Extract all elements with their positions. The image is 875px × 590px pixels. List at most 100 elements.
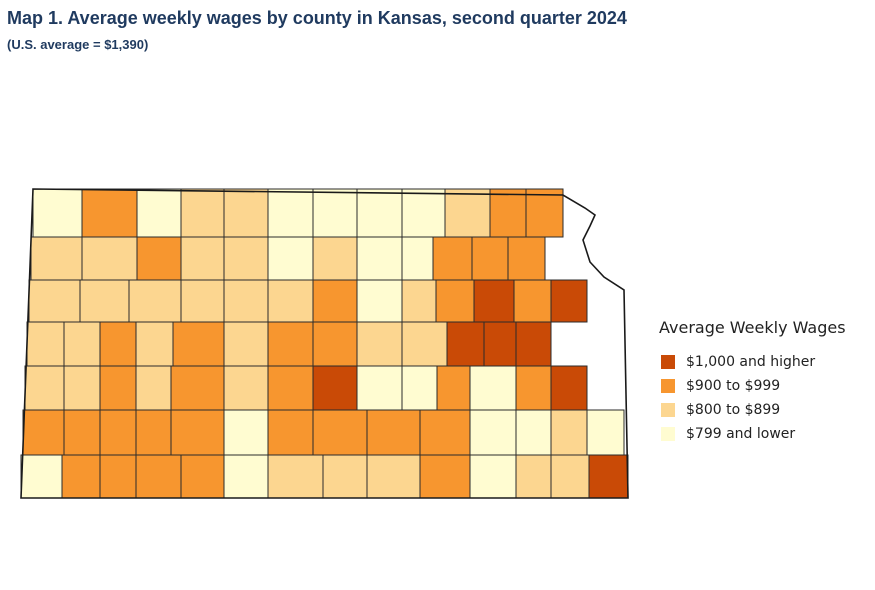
county-mid	[99, 454, 137, 499]
county-low	[79, 279, 130, 323]
county-low	[515, 454, 552, 499]
county-low	[550, 454, 590, 499]
county-lowest	[469, 409, 517, 456]
county-high	[515, 321, 552, 367]
county-mid	[312, 321, 358, 367]
county-low	[366, 454, 421, 499]
legend-label-mid: $900 to $999	[686, 378, 781, 394]
county-mid	[435, 279, 475, 323]
county-mid	[515, 365, 552, 411]
legend-label-high: $1,000 and higher	[686, 354, 816, 370]
legend-label-low: $800 to $899	[686, 402, 781, 418]
county-lowest	[401, 188, 446, 238]
county-high	[446, 321, 485, 367]
county-low	[223, 365, 269, 411]
county-lowest	[356, 365, 403, 411]
county-mid	[525, 188, 564, 238]
county-mid	[432, 236, 473, 281]
legend-item-high: $1,000 and higher	[659, 350, 846, 374]
county-mid	[513, 279, 552, 323]
county-low	[223, 236, 269, 281]
county-lowest	[586, 409, 625, 456]
county-low	[444, 188, 491, 238]
county-mid	[99, 321, 137, 367]
county-mid	[61, 454, 101, 499]
county-mid	[312, 409, 368, 456]
county-low	[223, 321, 269, 367]
county-low	[267, 454, 324, 499]
map-subtitle: (U.S. average = $1,390)	[7, 37, 149, 52]
county-low	[135, 365, 172, 411]
county-lowest	[223, 454, 269, 499]
county-lowest	[223, 409, 269, 456]
county-low	[267, 279, 314, 323]
county-mid	[172, 321, 225, 367]
county-low	[322, 454, 368, 499]
county-lowest	[469, 365, 517, 411]
county-mid	[170, 365, 225, 411]
county-low	[28, 279, 81, 323]
county-low	[401, 321, 448, 367]
county-mid	[99, 365, 137, 411]
county-mid	[170, 409, 225, 456]
legend-item-mid: $900 to $999	[659, 374, 846, 398]
county-lowest	[356, 279, 403, 323]
county-mid	[419, 409, 471, 456]
county-low	[356, 321, 403, 367]
county-lowest	[356, 236, 403, 281]
county-mid	[136, 236, 182, 281]
county-mid	[419, 454, 471, 499]
legend-swatch-low	[661, 403, 675, 417]
county-low	[24, 365, 65, 411]
county-mid	[135, 409, 172, 456]
county-lowest	[267, 188, 314, 238]
legend-swatch-lowest	[661, 427, 675, 441]
county-mid	[471, 236, 509, 281]
county-lowest	[401, 365, 438, 411]
county-mid	[99, 409, 137, 456]
county-lowest	[312, 188, 358, 238]
county-low	[223, 279, 269, 323]
county-lowest	[20, 454, 63, 499]
county-low	[128, 279, 182, 323]
county-high	[312, 365, 358, 411]
legend-item-low: $800 to $899	[659, 398, 846, 422]
county-mid	[267, 321, 314, 367]
county-mid	[22, 409, 65, 456]
county-low	[30, 236, 83, 281]
county-high	[550, 365, 588, 411]
legend: Average Weekly Wages $1,000 and higher $…	[659, 318, 846, 446]
legend-label-lowest: $799 and lower	[686, 426, 796, 442]
county-mid	[180, 454, 225, 499]
county-mid	[366, 409, 421, 456]
county-mid	[436, 365, 471, 411]
county-high	[588, 454, 629, 499]
county-high	[473, 279, 515, 323]
county-low	[63, 321, 101, 367]
legend-swatch-high	[661, 355, 675, 369]
county-mid	[81, 188, 138, 238]
county-low	[63, 365, 101, 411]
county-low	[26, 321, 65, 367]
legend-title: Average Weekly Wages	[659, 318, 846, 337]
county-low	[81, 236, 138, 281]
county-low	[401, 279, 437, 323]
county-low	[223, 188, 269, 238]
county-mid	[489, 188, 527, 238]
county-low	[180, 279, 225, 323]
county-lowest	[356, 188, 403, 238]
county-high	[483, 321, 517, 367]
legend-item-lowest: $799 and lower	[659, 422, 846, 446]
legend-swatch-mid	[661, 379, 675, 393]
county-low	[180, 188, 225, 238]
state-outline	[20, 188, 629, 499]
county-low	[550, 409, 588, 456]
county-high	[550, 279, 588, 323]
county-mid	[507, 236, 546, 281]
county-lowest	[401, 236, 434, 281]
county-low	[135, 321, 174, 367]
county-lowest	[32, 188, 83, 238]
map-title: Map 1. Average weekly wages by county in…	[7, 8, 627, 28]
county-mid	[63, 409, 101, 456]
